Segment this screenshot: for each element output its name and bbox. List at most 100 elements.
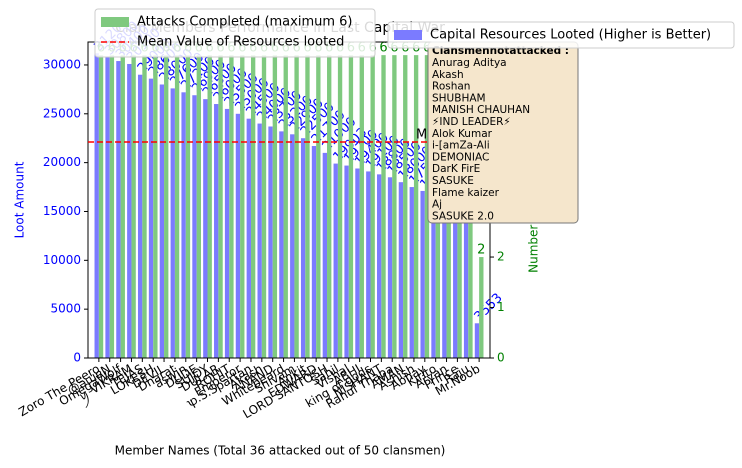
bar	[453, 202, 458, 358]
bar	[355, 168, 360, 358]
y-tick-label: 30000	[43, 57, 81, 71]
bar	[431, 195, 436, 358]
y-axis-title: Loot Amount	[13, 161, 27, 238]
bar	[479, 257, 484, 358]
bar	[337, 55, 343, 358]
bar	[409, 187, 414, 358]
info-name: SASUKE	[432, 175, 474, 187]
bar	[413, 55, 419, 358]
bar	[261, 55, 267, 358]
info-name: Roshan	[432, 81, 470, 93]
bar	[250, 55, 256, 358]
y-tick-label: 25000	[43, 106, 81, 120]
info-name: ⚡IND LEADER⚡	[432, 116, 511, 128]
y-tick-label: 15000	[43, 204, 81, 218]
bar	[344, 165, 349, 358]
bar	[257, 123, 262, 358]
legend-box	[94, 8, 376, 58]
bar	[435, 105, 441, 358]
bar	[279, 131, 284, 358]
bar	[348, 55, 354, 358]
bar	[164, 55, 169, 358]
bar	[203, 99, 208, 358]
y-tick-label: 20000	[43, 155, 81, 169]
bar	[131, 55, 136, 358]
legend-box	[387, 21, 735, 49]
bar	[170, 88, 175, 358]
bar	[294, 55, 299, 358]
legend-label: Mean Value of Resources looted	[137, 35, 344, 50]
bar	[424, 55, 430, 358]
y2-tick-label: 0	[497, 351, 505, 365]
bar	[377, 174, 382, 358]
bar	[311, 146, 317, 358]
bar	[94, 53, 99, 358]
bar	[268, 126, 273, 358]
legend-label: Attacks Completed (maximum 6)	[137, 15, 353, 30]
bar	[272, 55, 278, 358]
bar	[283, 55, 288, 358]
bar	[398, 182, 404, 358]
info-name: Alok Kumar	[432, 128, 493, 140]
bar	[442, 198, 447, 358]
bar	[192, 95, 197, 358]
info-name: Flame kaizer	[432, 187, 500, 199]
bar	[159, 84, 165, 358]
bar	[316, 55, 321, 358]
bar	[403, 55, 408, 358]
bar	[185, 55, 191, 358]
bar	[246, 118, 251, 359]
bar	[98, 55, 104, 358]
bar	[196, 55, 201, 358]
bar	[181, 92, 186, 358]
bar	[474, 323, 480, 358]
y-tick-label: 0	[73, 351, 81, 365]
info-name: DarK FirE	[432, 163, 480, 175]
bar	[333, 163, 338, 358]
bar	[359, 55, 364, 358]
bar	[174, 55, 180, 358]
bar	[240, 55, 245, 358]
bar	[127, 63, 132, 358]
bar	[153, 55, 158, 358]
bar	[370, 55, 375, 358]
bar	[387, 177, 393, 358]
bar	[214, 104, 219, 358]
bar	[229, 55, 234, 358]
legend-label: Capital Resources Looted (Higher is Bett…	[430, 28, 711, 43]
bar	[137, 74, 143, 359]
bar	[148, 78, 154, 358]
bar	[116, 61, 121, 358]
bar	[235, 113, 241, 358]
bar	[109, 55, 115, 358]
y-tick-label: 10000	[43, 253, 81, 267]
bar	[105, 57, 110, 358]
bar	[327, 55, 332, 358]
y2-tick-label: 2	[497, 250, 505, 264]
legend-swatch	[394, 30, 422, 40]
bar	[381, 55, 386, 358]
y-tick-label: 5000	[50, 302, 81, 316]
bar	[224, 108, 230, 359]
bar	[420, 190, 425, 358]
data-label: 2	[477, 243, 485, 258]
bar	[142, 55, 147, 358]
info-name: MANISH CHAUHAN	[432, 104, 530, 116]
bar	[366, 171, 371, 358]
info-name: Aj	[432, 199, 442, 211]
bar	[290, 134, 295, 358]
data-label: 6	[379, 41, 387, 56]
x-axis-title: Member Names (Total 36 attacked out of 5…	[115, 444, 446, 458]
info-name: SHUBHAM	[432, 92, 486, 104]
bar	[207, 55, 212, 358]
bar	[305, 55, 310, 358]
info-name: Akash	[432, 69, 464, 81]
info-name: Anurag Aditya	[432, 57, 507, 69]
info-name: SASUKE 2.0	[432, 210, 494, 222]
info-name: DEMONIAC	[432, 151, 489, 163]
bar	[392, 55, 397, 358]
y2-tick-label: 1	[497, 300, 505, 314]
bar	[218, 55, 223, 358]
bar	[300, 138, 306, 358]
